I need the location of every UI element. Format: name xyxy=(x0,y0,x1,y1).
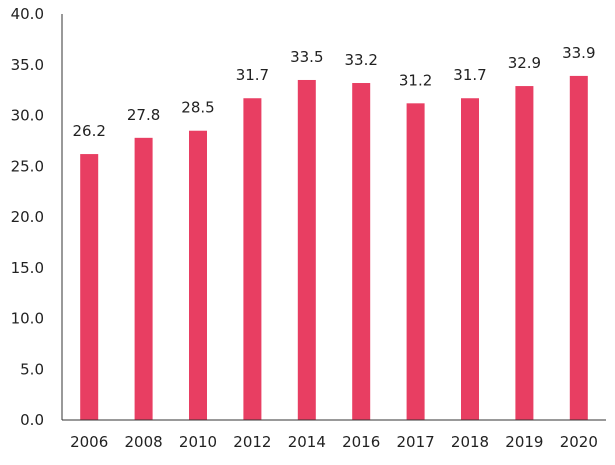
x-tick-label: 2010 xyxy=(179,433,217,451)
y-tick-label: 35.0 xyxy=(11,56,44,74)
bar xyxy=(134,137,153,420)
bar-value-label: 26.2 xyxy=(72,122,105,140)
bar-value-label: 28.5 xyxy=(181,99,214,117)
x-tick-label: 2006 xyxy=(70,433,108,451)
bar xyxy=(189,130,207,420)
x-tick-label: 2018 xyxy=(451,433,489,451)
bar-value-label: 32.9 xyxy=(508,54,541,72)
value-labels: 26.2 27.8 28.5 31.7 33.5 33.2 31.2 31.7 32.9 33.9 xyxy=(72,44,595,140)
x-tick-label: 2014 xyxy=(288,433,326,451)
bar xyxy=(243,98,262,421)
bar-value-label: 31.7 xyxy=(236,66,269,84)
y-tick-label: 0.0 xyxy=(20,411,44,429)
y-tick-label: 5.0 xyxy=(20,360,44,378)
bar-value-label: 33.2 xyxy=(344,51,377,69)
x-tick-label: 2012 xyxy=(233,433,271,451)
y-tick-label: 40.0 xyxy=(11,5,44,23)
bar xyxy=(352,83,371,421)
y-tick-label: 15.0 xyxy=(11,259,44,277)
bar-value-label: 31.7 xyxy=(453,66,486,84)
y-tick-label: 10.0 xyxy=(11,310,44,328)
bar xyxy=(515,86,534,420)
x-tick-label: 2016 xyxy=(342,433,380,451)
x-axis-ticks: 2006 2008 2010 2012 2014 2016 2017 2018 2019 2020 xyxy=(70,433,598,451)
x-tick-label: 2020 xyxy=(560,433,598,451)
bar xyxy=(297,79,316,420)
bar xyxy=(569,75,588,420)
y-tick-label: 25.0 xyxy=(11,157,44,175)
y-axis-ticks: 0.0 5.0 10.0 15.0 20.0 25.0 30.0 35.0 40.0 xyxy=(11,5,44,429)
bar xyxy=(461,98,479,421)
x-tick-label: 2017 xyxy=(397,433,435,451)
x-tick-label: 2008 xyxy=(125,433,163,451)
bar-value-label: 33.9 xyxy=(562,44,595,62)
bar-value-label: 27.8 xyxy=(127,106,160,124)
bars xyxy=(80,75,588,421)
bar-value-label: 33.5 xyxy=(290,48,323,66)
bar xyxy=(406,103,425,420)
bar xyxy=(80,154,99,420)
y-tick-label: 20.0 xyxy=(11,208,44,226)
x-tick-label: 2019 xyxy=(505,433,543,451)
bar-value-label: 31.2 xyxy=(399,71,432,89)
y-tick-label: 30.0 xyxy=(11,107,44,125)
